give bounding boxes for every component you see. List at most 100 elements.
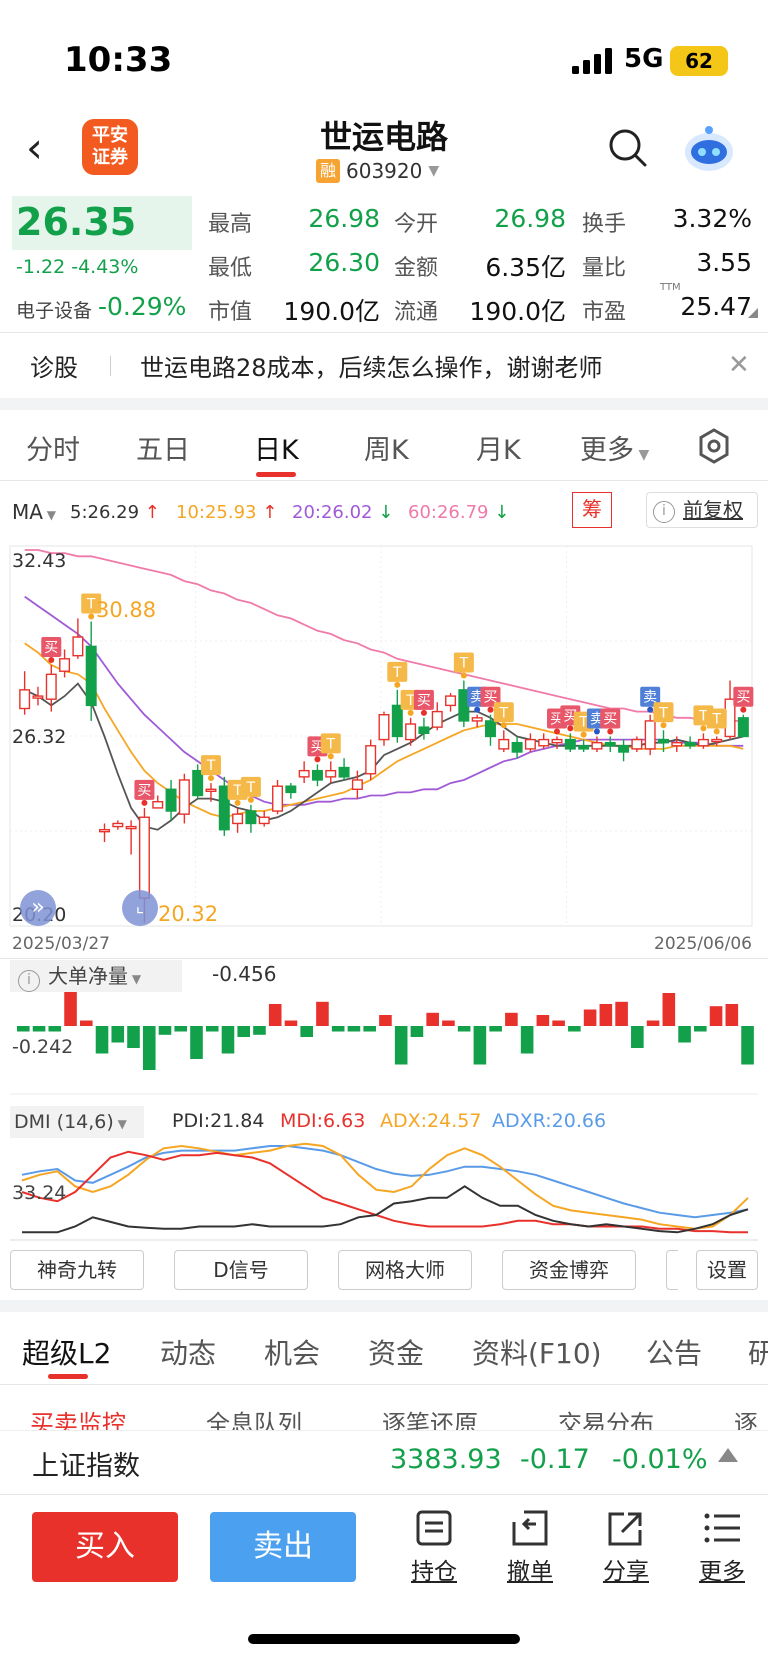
tab-funds[interactable]: 资金	[368, 1337, 425, 1370]
sector-change: -0.29%	[98, 292, 187, 321]
broker-logo[interactable]: 平安 证券	[82, 119, 138, 175]
search-icon[interactable]	[608, 128, 648, 168]
tab-news[interactable]: 动态	[160, 1337, 217, 1370]
gear-icon[interactable]	[696, 428, 732, 464]
close-icon[interactable]: ✕	[728, 350, 750, 380]
tab-opportunity[interactable]: 机会	[264, 1337, 321, 1370]
d-signal-button[interactable]: D信号	[174, 1250, 308, 1290]
share-button[interactable]: 分享	[594, 1508, 658, 1586]
x-axis-end: 2025/06/06	[654, 934, 752, 954]
tab-research[interactable]: 研	[748, 1337, 768, 1370]
adjust-mode-button[interactable]: i 前复权	[646, 492, 758, 528]
candle	[285, 783, 297, 799]
candle	[258, 811, 270, 827]
signal-buy[interactable]: 买	[134, 779, 155, 806]
cancel-order-button[interactable]: 撤单	[498, 1508, 562, 1586]
signal-buy[interactable]: 买	[733, 686, 754, 713]
signal-t[interactable]: T	[706, 708, 727, 735]
pdi-value: PDI:21.84	[172, 1110, 265, 1132]
tab-intraday[interactable]: 分时	[26, 435, 80, 466]
candle	[218, 776, 230, 836]
signal-text: T	[459, 656, 469, 672]
stock-code-selector[interactable]: 融 603920 ▼	[316, 158, 439, 184]
dmi-chart[interactable]	[0, 1140, 768, 1242]
tab-weekly-k[interactable]: 周K	[364, 435, 409, 466]
index-ticker-bar[interactable]	[0, 1430, 768, 1496]
quote-label: 流通	[394, 300, 439, 325]
signal-t[interactable]: T	[81, 593, 102, 620]
signal-t[interactable]: T	[320, 733, 341, 760]
quote-label: 市盈	[582, 300, 627, 325]
signal-buy[interactable]: 买	[41, 637, 62, 664]
tab-five-day[interactable]: 五日	[136, 435, 190, 466]
signal-dot	[420, 709, 427, 716]
fast-forward-icon[interactable]: »	[20, 890, 56, 926]
signal-text: T	[698, 708, 708, 724]
signal-buy[interactable]: 买	[600, 708, 621, 735]
crosshair-icon[interactable]: ⌞	[122, 890, 158, 926]
candle	[99, 823, 111, 843]
signal-badge	[413, 689, 434, 710]
nine-turn-button[interactable]: 神奇九转	[10, 1250, 144, 1290]
back-icon[interactable]: ‹	[26, 123, 43, 172]
sell-button[interactable]: 卖出	[210, 1512, 356, 1582]
diagnosis-text[interactable]: 世运电路28成本，后续怎么操作，谢谢老师	[140, 354, 603, 382]
info-icon: i	[653, 500, 675, 523]
next-indicator-button[interactable]	[666, 1250, 678, 1290]
signal-t[interactable]: T	[493, 702, 514, 729]
big-order-bar	[662, 993, 676, 1026]
signal-t[interactable]: T	[653, 702, 674, 729]
tab-announcements[interactable]: 公告	[646, 1337, 703, 1370]
tab-more[interactable]: 更多 ▼	[580, 428, 649, 467]
indicator-settings-button[interactable]: 设置	[696, 1250, 758, 1290]
candle	[591, 736, 603, 753]
tab-daily-k[interactable]: 日K	[254, 435, 299, 466]
expand-corner-icon[interactable]	[748, 308, 758, 318]
signal-badge	[387, 661, 408, 682]
chips-distribution-button[interactable]: 筹	[572, 492, 612, 528]
dmi-selector[interactable]: DMI (14,6) ▼	[10, 1106, 144, 1138]
fund-game-button[interactable]: 资金博弈	[502, 1250, 636, 1290]
signal-dot	[580, 731, 587, 738]
big-order-bar	[599, 1004, 613, 1026]
big-order-selector[interactable]: i 大单净量 ▼	[10, 960, 182, 992]
info-icon: i	[18, 969, 40, 992]
signal-t[interactable]: T	[453, 652, 474, 679]
sector-label[interactable]: 电子设备	[16, 300, 93, 322]
big-order-bar	[32, 1026, 46, 1032]
big-order-bar	[457, 1026, 471, 1032]
signal-buy[interactable]: 买	[413, 689, 434, 716]
more-button[interactable]: 更多	[690, 1508, 754, 1586]
ma-value-text: 5:26.29	[70, 502, 140, 523]
signal-sell[interactable]: 卖	[640, 686, 661, 713]
arrow-down-icon: ↓	[378, 502, 394, 523]
signal-dot	[500, 722, 507, 729]
signal-buy[interactable]: 买	[480, 686, 501, 713]
tab-monthly-k[interactable]: 月K	[476, 435, 521, 466]
signal-t[interactable]: T	[200, 755, 221, 782]
candle-body	[138, 816, 150, 899]
assistant-robot-icon[interactable]	[682, 124, 736, 174]
expand-up-icon[interactable]	[718, 1448, 738, 1462]
signal-dot	[554, 728, 561, 735]
candle-body	[511, 741, 523, 753]
mdi-value: MDI:6.63	[280, 1110, 366, 1132]
tab-super-l2[interactable]: 超级L2	[22, 1337, 112, 1370]
signal-t[interactable]: T	[240, 776, 261, 803]
tab-f10[interactable]: 资料(F10)	[472, 1337, 602, 1370]
big-order-chart[interactable]	[0, 992, 768, 1096]
ma-selector[interactable]: MA ▼	[12, 500, 56, 524]
grid-master-button[interactable]: 网格大师	[338, 1250, 472, 1290]
candlestick-chart[interactable]: 买T买TT T买 TTT 买T卖 买T 买买 T 卖买卖T T T买	[0, 538, 768, 938]
candle	[418, 717, 430, 740]
quote-value: 26.30	[308, 248, 380, 277]
candle	[311, 764, 323, 787]
buy-button[interactable]: 买入	[32, 1512, 178, 1582]
diagnosis-tag[interactable]: 诊股	[30, 354, 78, 382]
divider	[0, 480, 768, 481]
signal-t[interactable]: T	[387, 661, 408, 688]
candle-body	[205, 788, 217, 792]
holdings-button[interactable]: 持仓	[402, 1508, 466, 1586]
signal-badge	[706, 708, 727, 729]
candle	[19, 671, 31, 715]
